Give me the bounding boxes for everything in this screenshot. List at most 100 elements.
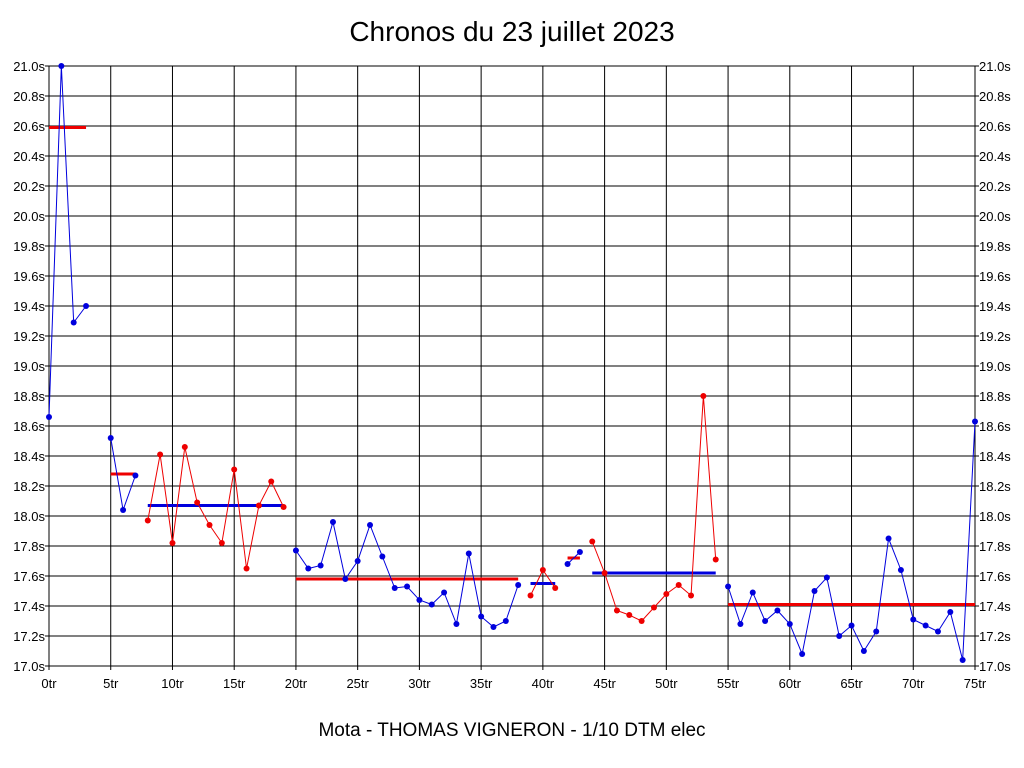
x-tick-label: 30tr	[408, 676, 431, 691]
y-tick-label: 20.4s	[13, 149, 45, 164]
y-tick-label: 18.6s	[13, 419, 45, 434]
data-point	[144, 517, 151, 524]
data-point	[453, 621, 460, 627]
data-point	[700, 393, 707, 399]
data-point	[823, 574, 830, 581]
series-line	[295, 521, 519, 628]
y-tick-label-right: 19.8s	[979, 239, 1011, 254]
data-point	[231, 466, 238, 473]
x-tick-label: 5tr	[103, 676, 119, 691]
x-tick-label: 15tr	[223, 676, 246, 691]
data-point	[465, 550, 472, 557]
y-tick-label: 20.0s	[13, 209, 45, 224]
data-point	[379, 553, 386, 560]
data-point	[120, 507, 127, 513]
y-tick-label: 19.8s	[13, 239, 45, 254]
x-tick-label: 20tr	[285, 676, 308, 691]
axes: 17.0s 17.0s 17.2s 17.2s 17.4s 17.4s 17.6s 17.6s…	[13, 59, 1011, 691]
data-point	[934, 628, 941, 635]
data-point	[527, 592, 534, 599]
data-point	[502, 618, 509, 624]
data-point	[762, 618, 769, 624]
x-tick-label: 45tr	[593, 676, 616, 691]
y-tick-label-right: 18.2s	[979, 479, 1011, 494]
data-point	[181, 444, 188, 450]
x-tick-label: 50tr	[655, 676, 678, 691]
data-point	[404, 583, 411, 590]
data-point	[737, 621, 744, 627]
y-tick-label: 18.2s	[13, 479, 45, 494]
y-tick-label: 19.2s	[13, 329, 45, 344]
y-tick-label: 19.6s	[13, 269, 45, 284]
chart-footer: Mota - THOMAS VIGNERON - 1/10 DTM elec	[318, 720, 706, 741]
y-tick-label-right: 18.4s	[979, 449, 1011, 464]
x-tick-label: 40tr	[532, 676, 555, 691]
series-line	[48, 65, 87, 418]
data-point	[194, 499, 201, 506]
y-tick-label-right: 17.8s	[979, 539, 1011, 554]
data-point	[959, 657, 966, 663]
y-tick-label-right: 18.6s	[979, 419, 1011, 434]
x-tick-label: 65tr	[840, 676, 863, 691]
y-tick-label: 18.4s	[13, 449, 45, 464]
y-tick-label: 17.8s	[13, 539, 45, 554]
data-point	[329, 519, 336, 525]
data-point	[774, 607, 781, 614]
y-tick-label-right: 17.2s	[979, 629, 1011, 644]
y-tick-label: 19.4s	[13, 299, 45, 314]
data-point	[638, 618, 645, 624]
data-point	[305, 565, 312, 572]
data-point	[354, 558, 361, 564]
y-tick-label: 17.6s	[13, 569, 45, 584]
y-tick-label: 18.0s	[13, 509, 45, 524]
x-tick-label: 70tr	[902, 676, 925, 691]
y-tick-label-right: 20.6s	[979, 119, 1011, 134]
data-point	[342, 576, 349, 582]
data-point	[539, 567, 546, 573]
plot-frame	[48, 65, 976, 667]
x-tick-label: 0tr	[41, 676, 57, 691]
data-point	[157, 451, 164, 458]
data-point	[441, 589, 448, 596]
data-point	[947, 609, 954, 615]
data-point	[712, 556, 719, 563]
data-point	[897, 567, 904, 573]
data-point	[663, 591, 670, 597]
grid-layer	[48, 65, 976, 667]
data-point	[268, 478, 275, 485]
data-point	[626, 612, 633, 618]
data-point	[280, 504, 287, 510]
data-point	[725, 583, 732, 590]
data-point	[83, 303, 90, 309]
data-point	[811, 588, 818, 594]
data-point	[243, 565, 250, 572]
y-tick-label: 20.2s	[13, 179, 45, 194]
data-point	[107, 435, 114, 441]
data-point	[613, 607, 620, 614]
data-point	[70, 319, 77, 326]
y-tick-label-right: 19.6s	[979, 269, 1011, 284]
data-point	[576, 549, 583, 555]
y-tick-label: 17.2s	[13, 629, 45, 644]
y-tick-label: 20.8s	[13, 89, 45, 104]
data-point	[58, 63, 65, 69]
x-tick-label: 55tr	[717, 676, 740, 691]
y-tick-label-right: 21.0s	[979, 59, 1011, 74]
data-point	[650, 604, 657, 611]
data-point	[885, 535, 892, 542]
x-tick-label: 60tr	[779, 676, 802, 691]
data-point	[848, 622, 855, 629]
data-point	[873, 628, 880, 635]
data-point	[799, 651, 806, 657]
y-tick-label-right: 17.0s	[979, 659, 1011, 674]
y-tick-label: 17.4s	[13, 599, 45, 614]
data-point	[391, 585, 398, 591]
data-point	[910, 616, 917, 623]
x-tick-label: 35tr	[470, 676, 493, 691]
data-point	[688, 592, 695, 599]
data-point	[922, 622, 929, 629]
x-tick-label: 75tr	[964, 676, 987, 691]
y-tick-label-right: 18.8s	[979, 389, 1011, 404]
data-point	[292, 547, 299, 554]
